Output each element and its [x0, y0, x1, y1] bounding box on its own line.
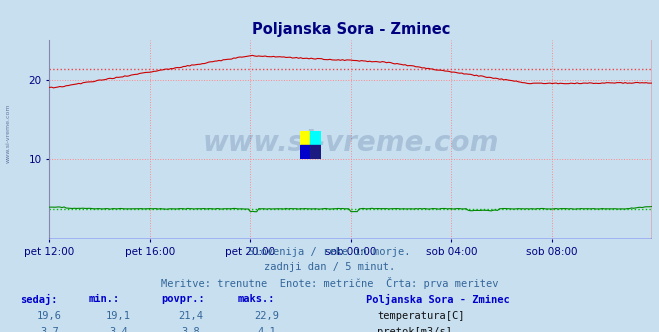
Bar — [300, 131, 310, 145]
Bar — [310, 145, 321, 159]
Text: min.:: min.: — [89, 294, 120, 304]
Text: maks.:: maks.: — [237, 294, 275, 304]
Text: www.si-vreme.com: www.si-vreme.com — [5, 103, 11, 163]
Text: povpr.:: povpr.: — [161, 294, 205, 304]
Text: Poljanska Sora - Zminec: Poljanska Sora - Zminec — [366, 294, 509, 305]
Text: 3,4: 3,4 — [109, 327, 128, 332]
Text: temperatura[C]: temperatura[C] — [377, 311, 465, 321]
Title: Poljanska Sora - Zminec: Poljanska Sora - Zminec — [252, 22, 450, 37]
Text: www.si-vreme.com: www.si-vreme.com — [203, 129, 499, 157]
Text: 3,7: 3,7 — [40, 327, 59, 332]
Text: 22,9: 22,9 — [254, 311, 279, 321]
Text: sedaj:: sedaj: — [20, 294, 57, 305]
Bar — [300, 145, 310, 159]
Text: 19,6: 19,6 — [37, 311, 62, 321]
Bar — [310, 131, 321, 145]
Text: pretok[m3/s]: pretok[m3/s] — [377, 327, 452, 332]
Text: zadnji dan / 5 minut.: zadnji dan / 5 minut. — [264, 262, 395, 272]
Text: 3,8: 3,8 — [182, 327, 200, 332]
Text: 4,1: 4,1 — [258, 327, 276, 332]
Text: Meritve: trenutne  Enote: metrične  Črta: prva meritev: Meritve: trenutne Enote: metrične Črta: … — [161, 277, 498, 289]
Text: Slovenija / reke in morje.: Slovenija / reke in morje. — [248, 247, 411, 257]
Text: 19,1: 19,1 — [106, 311, 131, 321]
Text: 21,4: 21,4 — [179, 311, 204, 321]
